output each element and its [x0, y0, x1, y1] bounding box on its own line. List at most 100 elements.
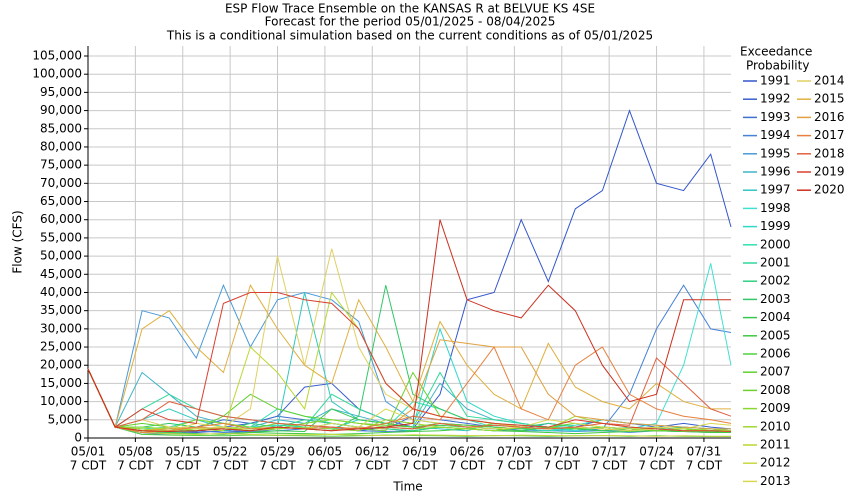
series-line [87, 357, 732, 430]
legend-label: 2000 [760, 237, 791, 251]
y-tick-label: 15,000 [40, 376, 82, 390]
x-tick-sublabel: 7 CDT [638, 459, 675, 473]
legend-label: 2003 [760, 292, 791, 306]
legend-label: 2004 [760, 310, 791, 324]
x-tick-sublabel: 7 CDT [117, 459, 154, 473]
legend-label: 2002 [760, 274, 791, 288]
x-tick-label: 05/22 [213, 445, 248, 459]
y-tick-label: 20,000 [40, 358, 82, 372]
y-tick-label: 10,000 [40, 394, 82, 408]
x-tick-sublabel: 7 CDT [212, 459, 249, 473]
legend-label: 2013 [760, 474, 791, 488]
legend-label: 2016 [814, 110, 845, 124]
x-tick-sublabel: 7 CDT [165, 459, 202, 473]
series-line [87, 291, 732, 432]
legend-label: 2020 [814, 183, 845, 197]
y-tick-label: 65,000 [40, 194, 82, 208]
legend-label: 2006 [760, 347, 791, 361]
x-tick-sublabel: 7 CDT [591, 459, 628, 473]
x-tick-label: 07/31 [687, 445, 722, 459]
legend-label: 1994 [760, 128, 791, 142]
legend-label: 1992 [760, 92, 791, 106]
y-tick-label: 30,000 [40, 321, 82, 335]
x-tick-label: 07/10 [544, 445, 579, 459]
y-tick-label: 25,000 [40, 340, 82, 354]
x-tick-sublabel: 7 CDT [686, 459, 723, 473]
x-tick-label: 07/03 [497, 445, 532, 459]
x-tick-sublabel: 7 CDT [307, 459, 344, 473]
x-tick-label: 05/01 [71, 445, 106, 459]
x-tick-label: 06/26 [450, 445, 485, 459]
x-tick-label: 07/17 [592, 445, 627, 459]
series-line [87, 284, 732, 434]
x-tick-sublabel: 7 CDT [354, 459, 391, 473]
series-line [87, 285, 732, 432]
y-tick-label: 0 [74, 431, 82, 445]
legend-label: 1991 [760, 74, 791, 88]
y-tick-label: 90,000 [40, 103, 82, 117]
series-line [87, 219, 731, 433]
x-tick-sublabel: 7 CDT [259, 459, 296, 473]
series-line [87, 292, 732, 432]
x-tick-label: 05/15 [165, 445, 200, 459]
y-tick-label: 80,000 [40, 139, 82, 153]
legend-label: 2018 [814, 146, 845, 160]
y-tick-label: 100,000 [32, 67, 82, 81]
series-line [87, 284, 731, 429]
x-tick-sublabel: 7 CDT [70, 459, 107, 473]
legend-label: 1998 [760, 201, 791, 215]
x-tick-label: 05/08 [118, 445, 153, 459]
chart-subtitle: This is a conditional simulation based o… [166, 29, 653, 43]
legend-title: Exceedance [740, 45, 812, 59]
x-tick-label: 06/12 [355, 445, 390, 459]
series-line [87, 292, 731, 432]
y-tick-label: 35,000 [40, 303, 82, 317]
x-tick-label: 06/05 [308, 445, 343, 459]
legend-label: 2001 [760, 256, 791, 270]
x-axis-label: Time [392, 480, 422, 494]
legend-label: 2012 [760, 456, 791, 470]
y-tick-label: 45,000 [40, 267, 82, 281]
y-tick-label: 75,000 [40, 158, 82, 172]
y-tick-label: 70,000 [40, 176, 82, 190]
y-tick-label: 105,000 [32, 49, 82, 63]
y-tick-label: 55,000 [40, 230, 82, 244]
legend-label: 2019 [814, 165, 845, 179]
legend-label: 2005 [760, 328, 791, 342]
x-tick-sublabel: 7 CDT [401, 459, 438, 473]
y-axis-label: Flow (CFS) [11, 210, 25, 273]
legend-label: 1999 [760, 219, 791, 233]
legend-label: 2017 [814, 128, 845, 142]
y-tick-label: 50,000 [40, 249, 82, 263]
x-tick-label: 05/29 [260, 445, 295, 459]
x-tick-label: 06/19 [402, 445, 437, 459]
legend-label: 2007 [760, 365, 791, 379]
series-line [87, 368, 731, 437]
chart-subtitle: Forecast for the period 05/01/2025 - 08/… [265, 15, 556, 29]
legend-label: 2010 [760, 419, 791, 433]
y-tick-label: 85,000 [40, 121, 82, 135]
legend-title: Probability [746, 59, 809, 73]
y-tick-label: 40,000 [40, 285, 82, 299]
legend-label: 2011 [760, 438, 791, 452]
legend-label: 1993 [760, 110, 791, 124]
y-tick-label: 60,000 [40, 212, 82, 226]
series-line [87, 346, 732, 434]
legend-label: 1995 [760, 146, 791, 160]
legend-label: 1996 [760, 165, 791, 179]
y-tick-label: 5,000 [48, 412, 82, 426]
legend-label: 2015 [814, 92, 845, 106]
legend-label: 2008 [760, 383, 791, 397]
legend-label: 2014 [814, 74, 845, 88]
series-line [87, 283, 731, 434]
series-line [87, 109, 732, 435]
y-tick-label: 95,000 [40, 85, 82, 99]
x-tick-sublabel: 7 CDT [544, 459, 581, 473]
x-tick-sublabel: 7 CDT [496, 459, 533, 473]
legend-label: 2009 [760, 401, 791, 415]
x-tick-sublabel: 7 CDT [449, 459, 486, 473]
legend-label: 1997 [760, 183, 791, 197]
x-tick-label: 07/24 [639, 445, 674, 459]
chart-title: ESP Flow Trace Ensemble on the KANSAS R … [225, 2, 595, 16]
